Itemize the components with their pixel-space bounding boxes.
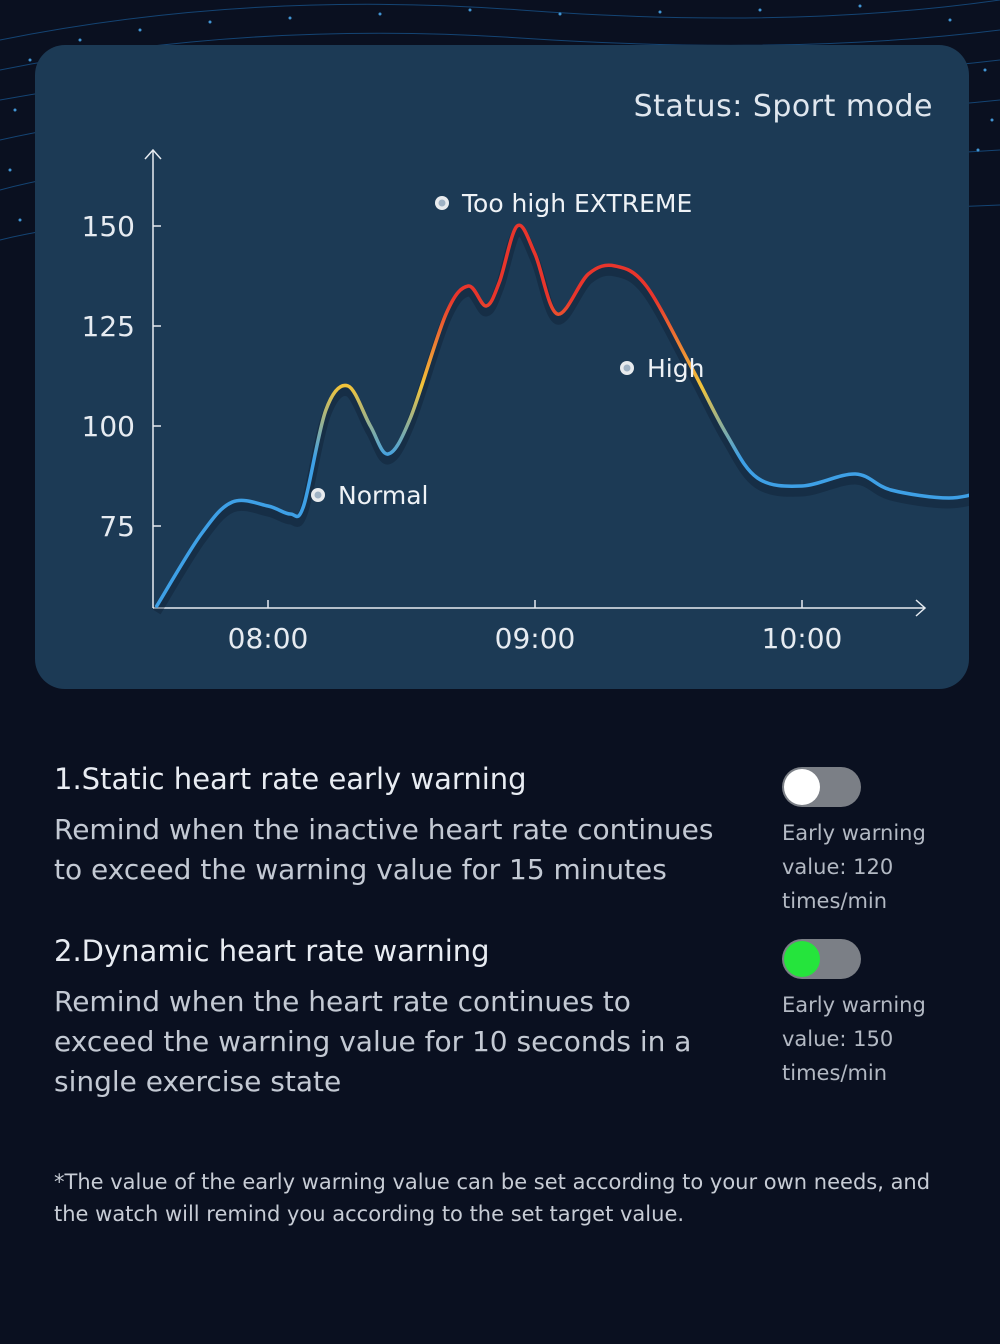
y-tick-label: 125: [82, 310, 135, 343]
x-tick-label: 09:00: [495, 622, 576, 655]
dynamic-warning-section: 2.Dynamic heart rate warning Remind when…: [54, 934, 724, 1102]
early-warning-label: Early warning: [782, 993, 926, 1017]
static-warning-toggle[interactable]: [782, 767, 861, 807]
toggle-knob: [784, 769, 820, 805]
x-tick-label: 10:00: [762, 622, 843, 655]
series-shadow: [152, 226, 969, 615]
x-tick-label: 08:00: [228, 622, 309, 655]
footnote: *The value of the early warning value ca…: [54, 1170, 931, 1226]
dynamic-warning-value: Early warning value: 150 times/min: [782, 988, 992, 1090]
dynamic-warning-description: Remind when the heart rate continues to …: [54, 985, 692, 1098]
early-warning-value: value: 150 times/min: [782, 1027, 894, 1085]
annotation-label: Normal: [338, 481, 428, 510]
y-tick-label: 75: [99, 510, 135, 543]
annotation: High: [620, 354, 704, 383]
annotation-dot-center: [623, 364, 631, 372]
static-warning-title: 1.Static heart rate early warning: [54, 762, 527, 796]
annotation-label: Too high EXTREME: [461, 189, 692, 218]
y-tick-label: 150: [82, 210, 135, 243]
annotation: Normal: [311, 481, 428, 510]
annotation: Too high EXTREME: [435, 189, 692, 218]
early-warning-value: value: 120 times/min: [782, 855, 894, 913]
dynamic-warning-toggle[interactable]: [782, 939, 861, 979]
y-axis-arrow: [144, 148, 162, 160]
annotation-label: High: [647, 354, 704, 383]
x-axis-arrow: [915, 599, 927, 617]
heart-rate-chart: 150 125 100 75 08:00 09:00 10:00 Too high EXTRE…: [82, 148, 969, 655]
dynamic-warning-title: 2.Dynamic heart rate warning: [54, 934, 490, 968]
annotation-dot-center: [438, 199, 446, 207]
static-warning-section: 1.Static heart rate early warning Remind…: [54, 762, 724, 890]
heart-rate-chart-card: Status: Sport mode 150 125 100 75 08:00 09:00…: [35, 45, 969, 689]
static-warning-value: Early warning value: 120 times/min: [782, 816, 992, 918]
status-label: Status: Sport mode: [633, 89, 933, 124]
early-warning-label: Early warning: [782, 821, 926, 845]
heart-rate-line: [155, 223, 969, 608]
static-warning-description: Remind when the inactive heart rate cont…: [54, 813, 714, 886]
y-tick-label: 100: [82, 410, 135, 443]
annotation-dot-center: [314, 491, 322, 499]
toggle-knob: [784, 941, 820, 977]
